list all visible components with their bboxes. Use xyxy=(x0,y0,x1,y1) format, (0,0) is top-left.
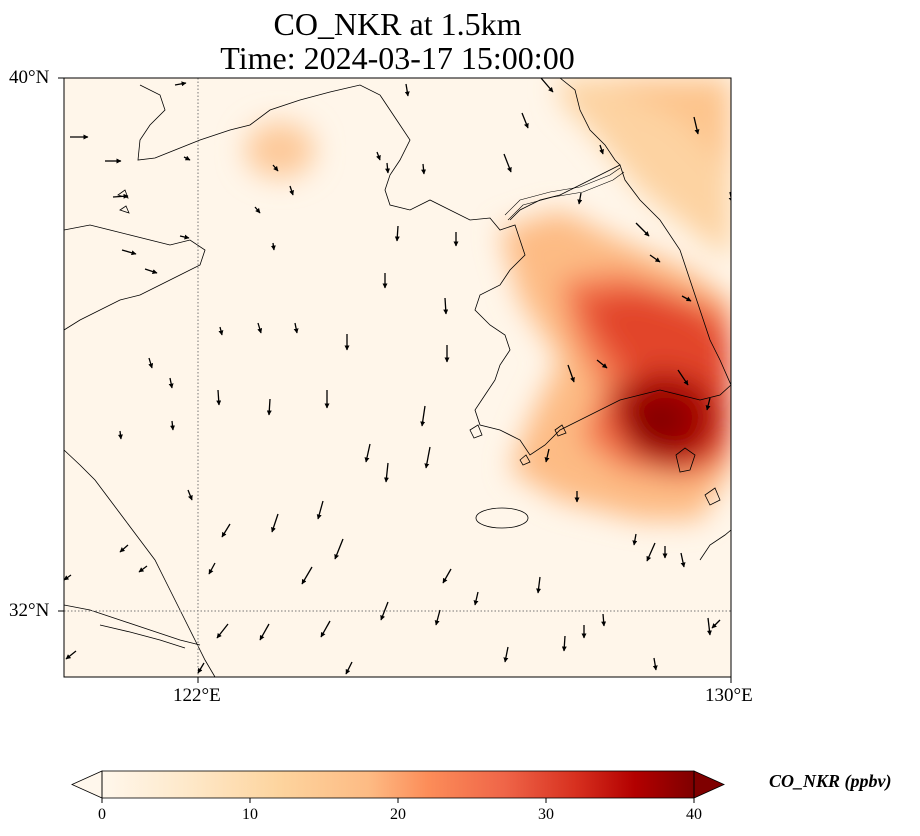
wind-arrow xyxy=(270,242,276,251)
wind-arrow xyxy=(216,623,229,639)
colorbar-tick-40: 40 xyxy=(686,806,702,823)
gridlines xyxy=(64,78,731,677)
wind-arrow xyxy=(728,191,731,203)
wind-arrow xyxy=(345,661,353,675)
wind-arrow xyxy=(216,389,222,406)
axis-ticks xyxy=(58,77,732,683)
wind-arrow xyxy=(503,646,509,663)
wind-arrow xyxy=(144,268,158,274)
wind-arrow xyxy=(561,635,567,652)
wind-arrow xyxy=(64,574,72,581)
colorbar xyxy=(71,770,725,803)
wind-arrow xyxy=(394,225,400,242)
colorbar-tick-0: 0 xyxy=(98,806,106,823)
wind-arrow xyxy=(521,112,529,129)
wind-arrow xyxy=(174,81,187,87)
wind-arrow xyxy=(536,576,542,594)
colorbar-label: CO_NKR (ppbv) xyxy=(769,771,892,791)
wind-arrow xyxy=(112,193,129,199)
wind-arrow xyxy=(257,322,263,334)
map-time-subtitle: Time: 2024-03-17 15:00:00 xyxy=(220,40,575,76)
wind-arrow xyxy=(649,254,661,263)
wind-arrow xyxy=(271,513,279,533)
wind-arrow xyxy=(540,78,554,93)
wind-arrow xyxy=(119,544,129,553)
wind-arrow xyxy=(138,565,148,573)
wind-arrow xyxy=(599,144,604,155)
wind-arrow xyxy=(170,420,175,431)
wind-arrow xyxy=(544,448,550,463)
wind-arrow xyxy=(187,489,193,501)
wind-arrow xyxy=(442,568,452,584)
wind-arrow xyxy=(254,206,261,214)
map-title: CO_NKR at 1.5km xyxy=(273,6,522,42)
wind-arrow xyxy=(293,322,299,334)
wind-arrow xyxy=(443,297,449,315)
lon-tick-label-122: 122°E xyxy=(173,685,221,706)
wind-arrow xyxy=(179,234,190,240)
wind-arrow xyxy=(380,601,389,621)
wind-arrow xyxy=(711,619,721,629)
colorbar-tick-10: 10 xyxy=(242,806,258,823)
wind-arrow xyxy=(121,249,137,256)
lat-tick-label-32: 32°N xyxy=(9,600,50,621)
wind-arrow xyxy=(677,369,689,386)
wind-arrow xyxy=(383,462,389,483)
wind-arrow xyxy=(693,116,700,135)
wind-arrow xyxy=(221,523,231,538)
wind-arrow xyxy=(421,163,427,175)
wind-arrow xyxy=(376,151,381,161)
wind-vectors xyxy=(64,78,731,675)
wind-arrow xyxy=(266,398,272,416)
wind-arrow xyxy=(652,657,658,671)
wind-arrow xyxy=(632,533,638,546)
wind-arrow xyxy=(65,650,77,660)
wind-arrow xyxy=(320,620,331,638)
wind-arrow xyxy=(117,430,123,440)
wind-arrow xyxy=(473,591,479,606)
wind-arrow xyxy=(364,443,371,463)
colorbar-tick-30: 30 xyxy=(538,806,554,823)
wind-arrow xyxy=(420,405,426,427)
wind-arrow xyxy=(259,623,270,641)
colorbar-tick-20: 20 xyxy=(390,806,406,823)
wind-arrow xyxy=(681,295,692,302)
wind-arrow xyxy=(385,162,391,174)
wind-arrow xyxy=(168,377,174,389)
wind-arrow xyxy=(434,609,441,626)
wind-arrow xyxy=(646,542,656,562)
wind-arrow xyxy=(503,153,512,173)
map-frame xyxy=(63,77,732,678)
wind-arrow xyxy=(635,222,650,237)
wind-arrow xyxy=(148,357,154,369)
lon-tick-label-130: 130°E xyxy=(705,685,753,706)
concentration-field xyxy=(64,78,731,677)
wind-arrow xyxy=(301,566,313,585)
wind-arrow xyxy=(334,538,344,560)
wind-arrow xyxy=(218,326,224,336)
coastlines xyxy=(64,78,731,677)
lat-tick-label-40: 40°N xyxy=(9,67,50,88)
wind-arrow xyxy=(183,155,191,161)
wind-arrow xyxy=(424,446,431,469)
wind-arrow xyxy=(289,185,294,196)
wind-arrow xyxy=(680,552,686,568)
wind-arrow xyxy=(404,83,410,97)
wind-arrow xyxy=(577,192,583,205)
wind-arrow xyxy=(705,397,711,411)
wind-arrow xyxy=(316,500,324,520)
wind-arrow xyxy=(208,562,216,575)
wind-arrow xyxy=(706,617,712,636)
wind-arrow xyxy=(601,613,607,627)
wind-arrow xyxy=(596,359,608,369)
wind-arrow xyxy=(567,364,575,383)
wind-arrow xyxy=(197,662,205,674)
wind-arrow xyxy=(272,164,279,172)
